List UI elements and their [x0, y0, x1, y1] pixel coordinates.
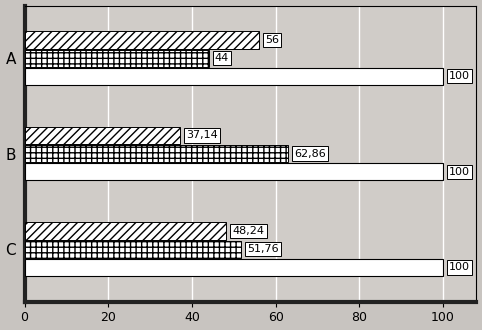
Bar [25, 222, 227, 240]
Bar [25, 50, 209, 67]
Bar [25, 145, 288, 162]
Text: 51,76: 51,76 [247, 244, 279, 254]
Bar [25, 259, 443, 276]
Text: 37,14: 37,14 [186, 130, 218, 141]
Bar [25, 68, 443, 85]
Bar [25, 31, 259, 49]
Text: 100: 100 [449, 262, 470, 272]
Text: 100: 100 [449, 167, 470, 177]
Bar [25, 241, 241, 258]
Text: 48,24: 48,24 [233, 226, 265, 236]
Bar [25, 163, 443, 181]
Text: 100: 100 [449, 71, 470, 81]
Text: 44: 44 [215, 53, 229, 63]
Bar [25, 127, 180, 144]
Text: 56: 56 [265, 35, 279, 45]
Text: 62,86: 62,86 [294, 148, 325, 159]
